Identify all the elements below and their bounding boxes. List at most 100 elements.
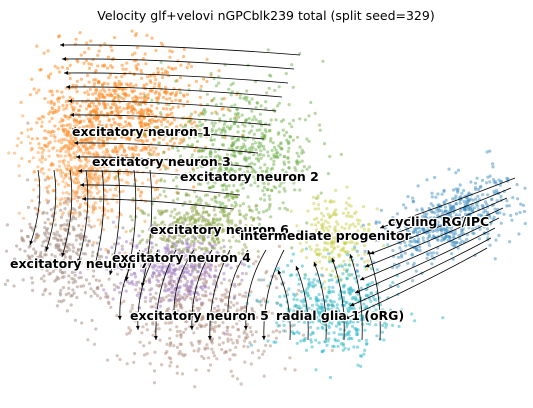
streamline-arrowhead xyxy=(295,266,300,271)
streamline-arrowhead xyxy=(360,276,365,281)
velocity-streamline xyxy=(209,249,231,341)
velocity-streamline xyxy=(61,169,73,258)
streamline-arrowhead xyxy=(189,325,194,330)
velocity-streamline xyxy=(73,142,259,154)
cluster-label: excitatory neuron 3 xyxy=(92,154,231,169)
velocity-streamline xyxy=(263,249,285,341)
cluster-points-excitatory-neuron-6 xyxy=(99,170,286,272)
streamline-arrowhead xyxy=(76,154,81,159)
streamline-arrowhead xyxy=(350,302,355,307)
velocity-streamline xyxy=(349,237,492,307)
velocity-streamline xyxy=(71,128,265,140)
cluster-label: excitatory neuron 5 xyxy=(130,308,269,323)
cluster-points-excitatory-neuron-2 xyxy=(115,48,343,250)
velocity-streamline xyxy=(69,114,271,126)
streamline-arrowhead xyxy=(261,335,266,340)
streamline-arrowhead xyxy=(117,315,122,320)
velocity-streamline xyxy=(359,217,500,281)
streamline-arrowhead xyxy=(70,112,75,117)
velocity-streamline xyxy=(109,169,121,276)
streamline-arrowhead xyxy=(349,254,354,259)
velocity-streamline xyxy=(77,170,247,182)
cluster-label: intermediate progenitor xyxy=(240,228,412,243)
streamline-arrowhead xyxy=(64,70,69,75)
velocity-streamlines xyxy=(29,43,516,341)
velocity-streamline xyxy=(67,100,277,112)
streamline-arrowhead xyxy=(345,315,350,320)
streamline-arrowhead xyxy=(171,315,176,320)
streamline-arrowhead xyxy=(331,258,336,263)
streamline-arrowhead xyxy=(153,335,158,340)
chart-title: Velocity glf+velovi nGPCblk239 total (sp… xyxy=(97,8,434,23)
streamline-arrowhead xyxy=(375,237,380,242)
velocity-streamline xyxy=(227,249,249,321)
streamline-arrowhead xyxy=(80,182,85,187)
velocity-streamline xyxy=(155,249,177,341)
velocity-streamline xyxy=(349,253,363,341)
velocity-streamline xyxy=(313,261,327,341)
cluster-label: excitatory neuron 1 xyxy=(72,124,211,139)
velocity-streamline xyxy=(75,156,253,168)
cluster-points-intermediate-progenitor xyxy=(289,185,386,290)
streamline-arrowhead xyxy=(60,43,65,47)
velocity-streamline xyxy=(65,86,283,98)
streamline-arrowhead xyxy=(77,258,81,263)
streamline-arrowhead xyxy=(355,289,360,294)
streamline-arrowhead xyxy=(243,325,248,330)
streamline-arrowhead xyxy=(225,315,230,320)
streamline-arrowhead xyxy=(61,252,66,257)
streamline-arrowhead xyxy=(93,264,97,269)
streamline-arrowhead xyxy=(277,270,282,275)
streamline-arrowhead xyxy=(29,240,34,245)
velocity-streamline xyxy=(367,249,381,341)
streamline-arrowhead xyxy=(135,325,140,330)
cluster-label: excitatory neuron 2 xyxy=(180,169,319,184)
streamline-arrowhead xyxy=(82,196,87,201)
velocity-streamline xyxy=(29,169,41,246)
streamline-arrowhead xyxy=(45,246,50,251)
cluster-label: cycling RG/IPC xyxy=(388,214,489,229)
velocity-streamline xyxy=(81,198,235,210)
scatter-points xyxy=(4,29,527,389)
cluster-label: radial glia 1 (oRG) xyxy=(276,308,404,323)
velocity-streamline xyxy=(364,207,504,268)
velocity-streamline xyxy=(61,58,295,70)
streamline-arrowhead xyxy=(68,98,73,103)
velocity-streamline xyxy=(173,249,195,321)
velocity-streamline xyxy=(77,169,89,264)
velocity-streamline xyxy=(369,197,508,255)
streamline-arrowhead xyxy=(72,126,77,131)
velocity-streamline xyxy=(63,72,289,84)
streamline-arrowhead xyxy=(380,224,385,229)
cluster-label: excitatory neuron 4 xyxy=(112,250,251,265)
cluster-points-excitatory-neuron-3 xyxy=(7,84,197,255)
velocity-streamline xyxy=(379,177,516,229)
velocity-streamline xyxy=(59,44,301,56)
velocity-streamline xyxy=(331,257,345,341)
velocity-streamline xyxy=(277,269,291,341)
streamline-arrowhead xyxy=(66,84,71,89)
streamline-arrowhead xyxy=(207,335,212,340)
streamline-arrowhead xyxy=(313,262,318,267)
velocity-streamline xyxy=(119,249,141,321)
streamline-arrowhead xyxy=(74,140,79,145)
cluster-points-excitatory-neuron-5 xyxy=(86,191,334,389)
velocity-streamline xyxy=(45,169,57,252)
streamline-arrowhead xyxy=(370,250,375,255)
velocity-streamline xyxy=(344,247,488,320)
velocity-streamline xyxy=(93,169,105,270)
velocity-streamline xyxy=(295,265,309,341)
velocity-streamline xyxy=(137,249,159,331)
cluster-points-radial-glia-1-org- xyxy=(231,243,445,380)
velocity-streamline xyxy=(245,249,267,331)
cluster-label: excitatory neuron 6 xyxy=(150,222,289,237)
velocity-streamline xyxy=(354,227,496,294)
cluster-label: excitatory neuron 7 xyxy=(10,256,149,271)
velocity-streamline xyxy=(191,249,213,331)
velocity-streamline xyxy=(125,169,137,282)
streamline-arrowhead xyxy=(365,263,370,268)
velocity-streamline xyxy=(374,187,512,242)
